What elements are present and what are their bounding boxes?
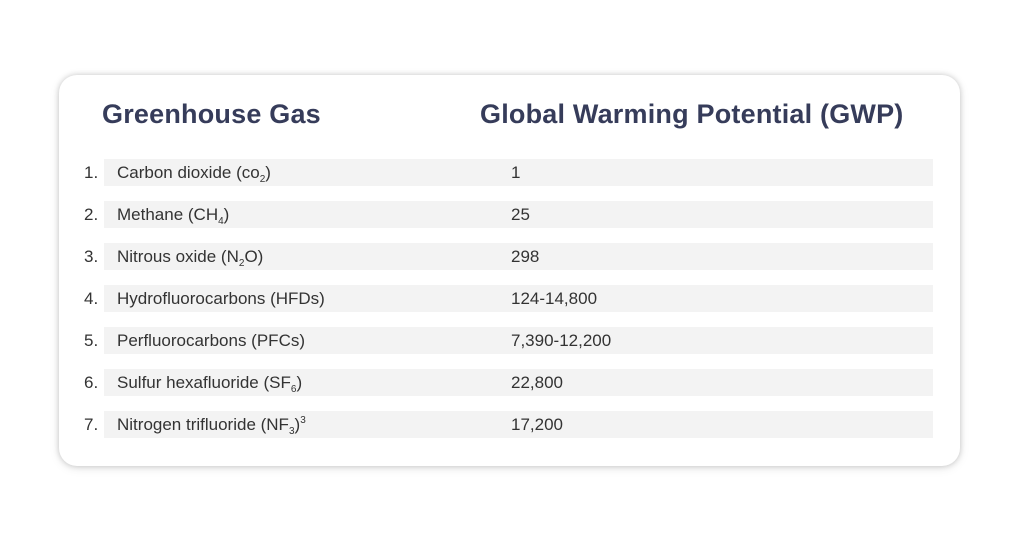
row-number: 2. — [84, 205, 99, 224]
header-global-warming-potential: Global Warming Potential (GWP) — [480, 99, 904, 129]
gas-name: Perfluorocarbons (PFCs) — [117, 331, 306, 350]
row-band — [104, 285, 933, 312]
row-number: 4. — [84, 289, 99, 308]
table-row: 5. Perfluorocarbons (PFCs) 7,390-12,200 — [59, 327, 960, 354]
row-band — [104, 411, 933, 438]
gwp-value: 17,200 — [511, 415, 563, 434]
table-row: 1. Carbon dioxide (co2) 1 — [59, 159, 960, 186]
row-number: 7. — [84, 415, 99, 434]
gwp-value: 124-14,800 — [511, 289, 598, 308]
gas-name: Nitrous oxide (N2O) — [117, 247, 264, 269]
row-number: 6. — [84, 373, 99, 392]
header-greenhouse-gas: Greenhouse Gas — [102, 99, 321, 129]
gwp-value: 1 — [511, 163, 521, 182]
gas-name: Sulfur hexafluoride (SF6) — [117, 373, 303, 395]
row-band — [104, 201, 933, 228]
gas-name: Methane (CH4) — [117, 205, 230, 227]
gwp-value: 25 — [511, 205, 530, 224]
gwp-value: 298 — [511, 247, 540, 266]
row-band — [104, 159, 933, 186]
gas-name: Carbon dioxide (co2) — [117, 163, 271, 185]
row-band — [104, 369, 933, 396]
table-row: 7. Nitrogen trifluoride (NF3)3 17,200 — [59, 411, 960, 438]
row-number: 1. — [84, 163, 99, 182]
table-row: 6. Sulfur hexafluoride (SF6) 22,800 — [59, 369, 960, 396]
table-row: 2. Methane (CH4) 25 — [59, 201, 960, 228]
gas-name: Nitrogen trifluoride (NF3)3 — [117, 415, 306, 437]
row-number: 3. — [84, 247, 99, 266]
gwp-value: 22,800 — [511, 373, 563, 392]
gas-name: Hydrofluorocarbons (HFDs) — [117, 289, 325, 308]
gwp-value: 7,390-12,200 — [511, 331, 612, 350]
gwp-table-card: Greenhouse Gas Global Warming Potential … — [59, 75, 960, 466]
table-row: 3. Nitrous oxide (N2O) 298 — [59, 243, 960, 270]
row-band — [104, 243, 933, 270]
row-number: 5. — [84, 331, 99, 350]
table-row: 4. Hydrofluorocarbons (HFDs) 124-14,800 — [59, 285, 960, 312]
row-band — [104, 327, 933, 354]
